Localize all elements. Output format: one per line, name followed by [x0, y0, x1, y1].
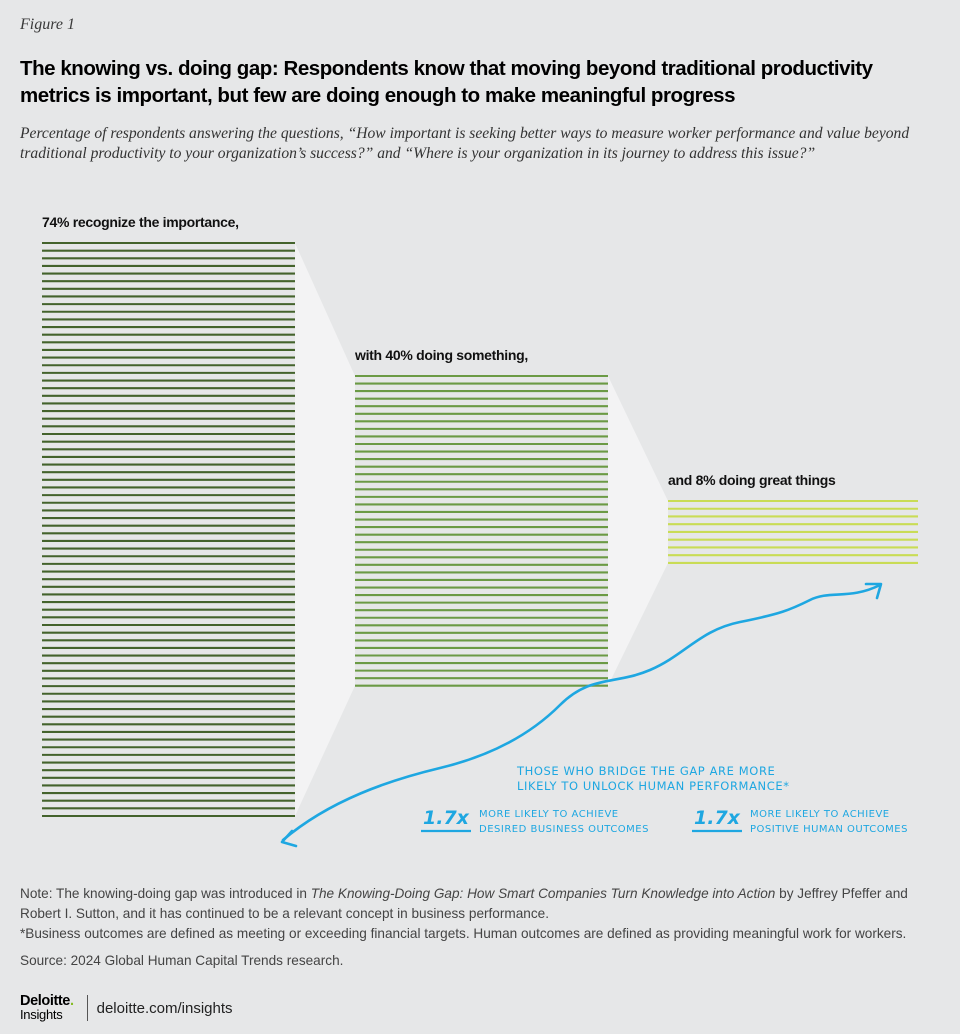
- stat-line2-2: POSITIVE HUMAN OUTCOMES: [750, 824, 908, 835]
- funnel-connector-1: [295, 243, 355, 816]
- stat-line2-1: DESIRED BUSINESS OUTCOMES: [479, 824, 649, 835]
- callout-heading-line-2: LIKELY TO UNLOCK HUMAN PERFORMANCE*: [517, 779, 790, 793]
- bar-label-2: with 40% doing something,: [354, 347, 528, 363]
- stat-line1-1: MORE LIKELY TO ACHIEVE: [479, 809, 619, 820]
- bar-label-1: 74% recognize the importance,: [42, 214, 239, 230]
- stat-line1-2: MORE LIKELY TO ACHIEVE: [750, 809, 890, 820]
- chart-title: The knowing vs. doing gap: Respondents k…: [20, 57, 873, 107]
- stat-value-1: 1.7x: [423, 807, 470, 829]
- brand-bar: Deloitte. Insights deloitte.com/insights: [20, 994, 233, 1022]
- brand-divider: [86, 995, 88, 1021]
- arrow-head-right: [864, 582, 883, 600]
- bar-label-3: and 8% doing great things: [668, 472, 836, 488]
- bar-1: [42, 241, 295, 818]
- deloitte-insights-link[interactable]: deloitte.com/insights: [96, 999, 233, 1017]
- callout-heading-line-1: THOSE WHO BRIDGE THE GAP ARE MORE: [516, 764, 775, 778]
- funnel-connector-2: [608, 376, 668, 686]
- book-title: The Knowing-Doing Gap: How Smart Compani…: [310, 886, 776, 901]
- bar-3: [668, 499, 918, 564]
- arrow-head-left: [280, 829, 298, 848]
- bar-2: [355, 374, 608, 687]
- chart-subtitle: Percentage of respondents answering the …: [20, 125, 910, 162]
- deloitte-insights-logo: Deloitte. Insights: [20, 993, 74, 1022]
- definition-text: *Business outcomes are defined as meetin…: [20, 926, 907, 941]
- stat-value-2: 1.7x: [694, 807, 741, 829]
- figure-label: Figure 1: [20, 16, 75, 33]
- funnel-chart: 74% recognize the importance, with 40% do…: [42, 214, 918, 848]
- footer-notes: Note: The knowing-doing gap was introduc…: [20, 884, 950, 971]
- source-text: Source: 2024 Global Human Capital Trends…: [20, 953, 344, 968]
- note-text: Note: The knowing-doing gap was introduc…: [20, 886, 908, 921]
- upward-curve-arrow: [281, 583, 882, 842]
